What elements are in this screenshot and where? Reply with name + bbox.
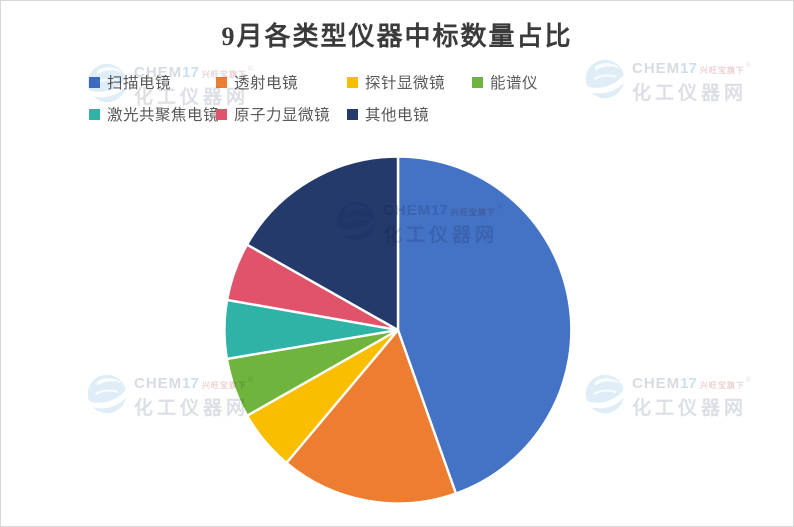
legend-label: 原子力显微镜 [234,107,331,124]
legend-swatch [89,76,100,88]
legend-item: 探针显微镜 [347,71,472,93]
legend-swatch [347,76,358,88]
legend-label: 透射电镜 [234,75,299,92]
pie-slice [396,155,573,495]
legend-item: 激光共聚焦电镜 [89,103,220,125]
legend-swatch [216,76,227,88]
legend-item: 其他电镜 [347,103,472,125]
legend-label: 其他电镜 [365,107,430,124]
pie-slice [285,328,458,505]
legend-item: 扫描电镜 [89,71,216,93]
legend-label: 激光共聚焦电镜 [107,107,220,124]
legend-item: 透射电镜 [216,71,347,93]
legend-swatch [347,108,358,120]
legend-item: 能谱仪 [472,71,538,93]
legend-label: 探针显微镜 [365,75,446,92]
legend-swatch [216,108,227,120]
legend-label: 扫描电镜 [107,75,172,92]
legend-label: 能谱仪 [490,75,539,92]
pie-slice [245,155,400,332]
chart-title: 9月各类型仪器中标数量占比 [221,22,573,51]
legend-item: 原子力显微镜 [216,103,347,125]
legend-swatch [472,76,483,88]
legend: 扫描电镜 透射电镜 探针显微镜 能谱仪激光共聚焦电镜 原子力显微镜 其他电镜 [89,71,538,125]
legend-swatch [89,108,100,120]
